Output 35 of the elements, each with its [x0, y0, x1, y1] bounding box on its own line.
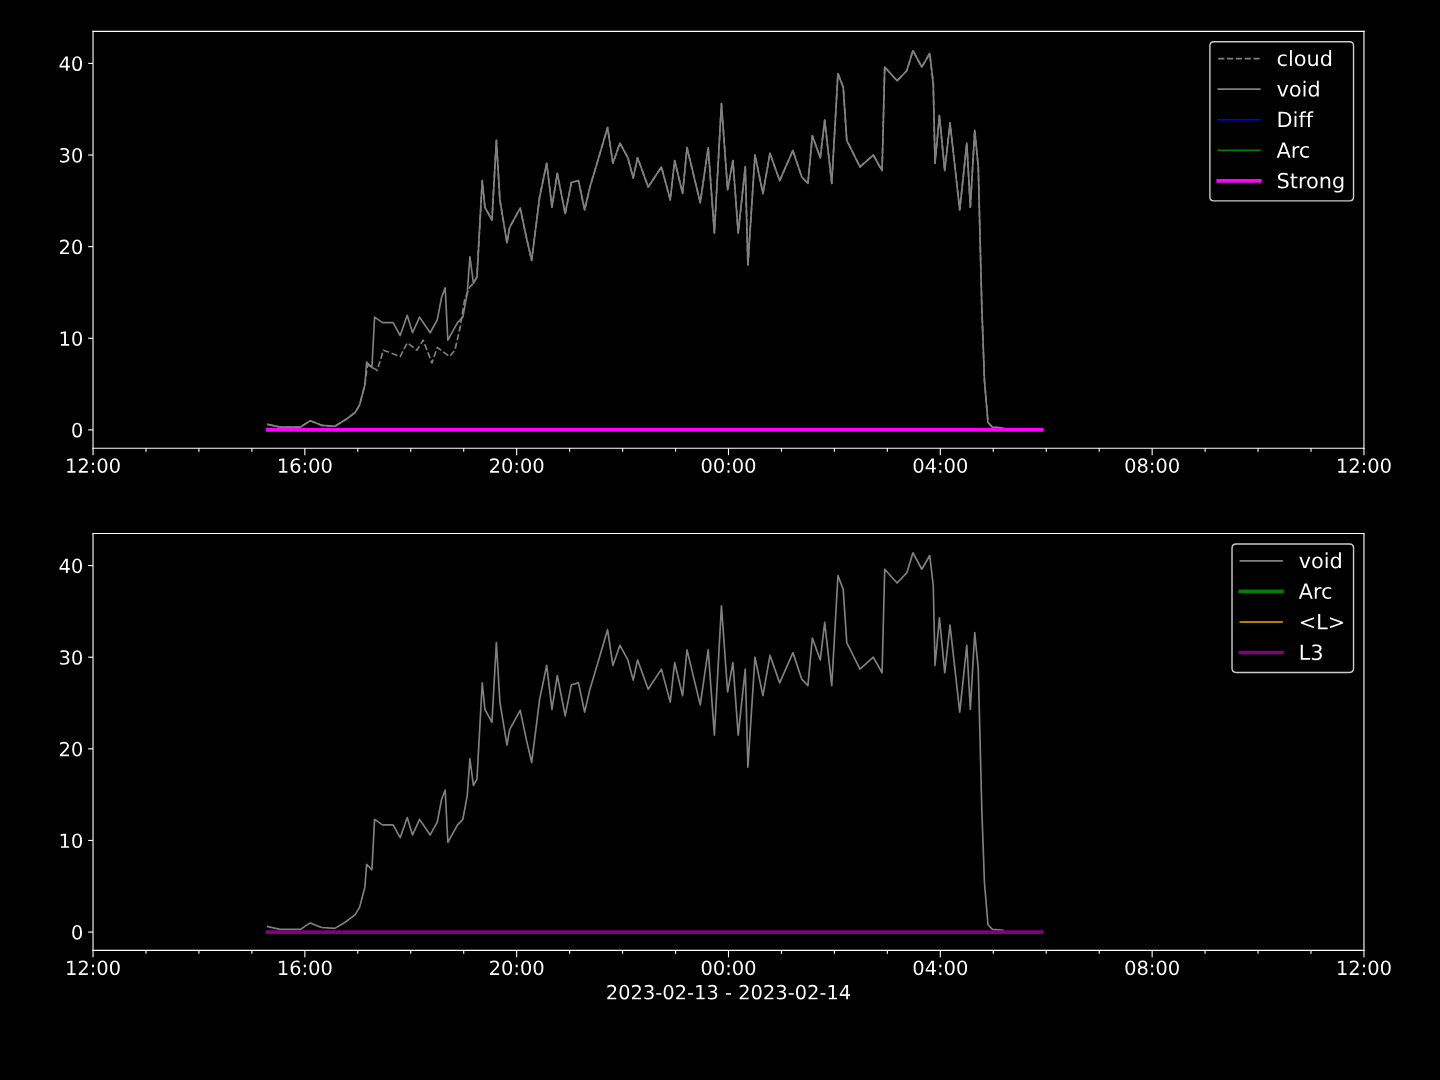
y-tick-label: 40: [59, 558, 83, 574]
y-tick-label: 0: [72, 422, 83, 438]
legend-label: Arc: [1276, 142, 1310, 158]
line-series: [266, 551, 1004, 932]
x-tick-label: 00:00: [701, 960, 756, 976]
legend-label: Diff: [1278, 111, 1314, 128]
y-tick-label: 10: [60, 331, 83, 346]
x-tick-label: 20:00: [490, 458, 544, 473]
y-tick-label: 20: [59, 741, 83, 757]
legend-label: L3: [1300, 644, 1322, 661]
legend-label: <L>: [1300, 614, 1343, 630]
x-tick-label: 16:00: [278, 458, 332, 473]
legend-label: Arc: [1298, 583, 1332, 599]
y-tick-label: 10: [60, 833, 83, 849]
legend-label: Strong: [1277, 172, 1344, 193]
y-tick-label: 30: [60, 147, 83, 163]
y-tick-label: 40: [59, 56, 83, 72]
y-tick-label: 20: [59, 239, 83, 255]
y-tick-label: 30: [60, 650, 83, 665]
x-tick-label: 08:00: [1125, 458, 1179, 473]
x-tick-label: 12:00: [1338, 960, 1391, 976]
legend-label: cloud: [1277, 50, 1332, 67]
x-tick-label: 08:00: [1125, 960, 1179, 976]
x-tick-label: 04:00: [913, 458, 968, 473]
x-tick-label: 12:00: [67, 960, 120, 976]
y-tick-label: 0: [72, 925, 83, 940]
x-tick-label: 12:00: [67, 458, 120, 473]
legend-label: void: [1299, 552, 1341, 569]
x-tick-label: 04:00: [913, 960, 968, 976]
x-tick-label: 20:00: [490, 960, 544, 976]
x-tick-label: 16:00: [278, 960, 332, 976]
x-tick-label: 00:00: [701, 458, 756, 473]
x-tick-label: 12:00: [1338, 458, 1391, 473]
legend-label: void: [1277, 80, 1319, 97]
x-axis-title: 2023-02-13 - 2023-02-14: [607, 984, 851, 1000]
